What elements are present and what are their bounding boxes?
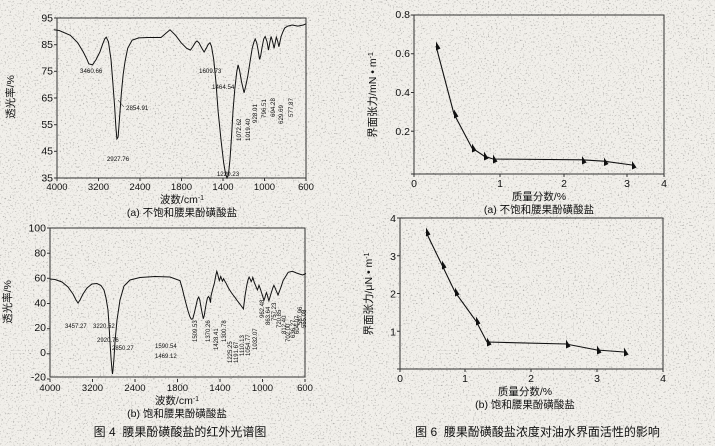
svg-text:透光率/%: 透光率/%	[1, 280, 14, 324]
svg-text:波数/cm-1: 波数/cm-1	[155, 394, 199, 407]
svg-text:1800: 1800	[171, 182, 192, 193]
svg-text:60: 60	[34, 273, 46, 285]
svg-text:透光率/%: 透光率/%	[4, 75, 17, 119]
svg-text:1032.07: 1032.07	[253, 328, 259, 350]
svg-text:1019.40: 1019.40	[245, 118, 252, 141]
svg-text:45: 45	[41, 146, 53, 158]
svg-text:1300.78: 1300.78	[222, 320, 228, 342]
svg-text:0: 0	[411, 178, 417, 190]
svg-text:2400: 2400	[124, 383, 145, 394]
svg-text:3: 3	[594, 373, 600, 385]
svg-text:80: 80	[34, 248, 46, 260]
svg-text:577.87: 577.87	[288, 98, 295, 117]
svg-text:4: 4	[661, 178, 667, 190]
svg-text:1469.12: 1469.12	[155, 354, 177, 360]
svg-text:-20: -20	[31, 372, 46, 384]
svg-text:质量分数/%: 质量分数/%	[498, 385, 552, 398]
svg-text:界面张力/μN • m-1: 界面张力/μN • m-1	[362, 252, 375, 335]
svg-text:694.28: 694.28	[270, 98, 277, 117]
svg-text:4000: 4000	[46, 182, 67, 193]
svg-text:波数/cm-1: 波数/cm-1	[160, 193, 204, 206]
svg-text:3460.66: 3460.66	[80, 68, 103, 75]
svg-text:(b) 饱和腰果酚磺酸盐: (b) 饱和腰果酚磺酸盐	[127, 407, 227, 420]
svg-text:1000: 1000	[252, 383, 273, 394]
svg-text:1: 1	[497, 178, 503, 190]
svg-text:2920.76: 2920.76	[97, 338, 119, 344]
svg-text:4: 4	[660, 373, 666, 385]
svg-text:1: 1	[390, 326, 396, 338]
svg-text:0.6: 0.6	[395, 48, 410, 60]
svg-text:600: 600	[298, 182, 314, 193]
svg-text:2: 2	[390, 289, 396, 301]
svg-text:4000: 4000	[39, 383, 60, 394]
svg-text:0.8: 0.8	[395, 9, 410, 21]
svg-text:4: 4	[390, 213, 396, 225]
svg-text:75: 75	[41, 66, 53, 78]
svg-text:1400: 1400	[209, 383, 230, 394]
svg-text:1800: 1800	[167, 383, 188, 394]
svg-text:600: 600	[297, 383, 313, 394]
svg-text:2400: 2400	[129, 182, 150, 193]
svg-text:3457.27: 3457.27	[65, 324, 87, 330]
svg-text:928.01: 928.01	[252, 104, 259, 123]
svg-text:65: 65	[41, 93, 53, 105]
svg-text:2850.27: 2850.27	[112, 346, 134, 352]
svg-text:2854.91: 2854.91	[126, 105, 149, 112]
svg-text:1400: 1400	[212, 182, 233, 193]
svg-text:0.4: 0.4	[395, 87, 410, 99]
svg-text:100: 100	[28, 223, 46, 235]
svg-text:1609.73: 1609.73	[199, 68, 222, 75]
svg-text:(b) 饱和腰果酚磺酸盐: (b) 饱和腰果酚磺酸盐	[475, 398, 575, 411]
svg-text:0.2: 0.2	[395, 126, 410, 138]
svg-text:3200: 3200	[88, 182, 109, 193]
svg-text:1220.23: 1220.23	[217, 171, 240, 178]
svg-text:1590.54: 1590.54	[155, 344, 177, 350]
svg-text:20: 20	[34, 322, 46, 334]
svg-text:3: 3	[624, 178, 630, 190]
svg-text:555.08: 555.08	[302, 309, 308, 328]
svg-text:3: 3	[390, 251, 396, 263]
svg-text:0: 0	[397, 373, 403, 385]
svg-text:1000: 1000	[254, 182, 275, 193]
svg-text:629.69: 629.69	[278, 105, 285, 124]
svg-text:95: 95	[41, 13, 53, 25]
svg-text:0: 0	[40, 347, 46, 359]
svg-text:2: 2	[528, 373, 534, 385]
svg-text:1509.53: 1509.53	[193, 320, 199, 342]
svg-text:3200: 3200	[82, 383, 103, 394]
svg-text:3220.52: 3220.52	[93, 324, 115, 330]
svg-text:796.51: 796.51	[261, 99, 268, 118]
svg-text:1370.26: 1370.26	[206, 320, 212, 342]
svg-text:1464.54: 1464.54	[212, 84, 235, 91]
svg-text:2: 2	[561, 178, 567, 190]
svg-text:1428.41: 1428.41	[214, 328, 220, 350]
svg-text:2927.76: 2927.76	[107, 156, 130, 163]
svg-text:1072.62: 1072.62	[236, 118, 243, 141]
svg-text:85: 85	[41, 39, 53, 51]
svg-text:质量分数/%: 质量分数/%	[512, 190, 566, 203]
svg-text:1: 1	[462, 373, 468, 385]
svg-text:55: 55	[41, 119, 53, 131]
svg-text:1054.77: 1054.77	[246, 334, 252, 356]
svg-text:40: 40	[34, 297, 46, 309]
svg-text:界面张力/mN • m-1: 界面张力/mN • m-1	[366, 52, 379, 138]
